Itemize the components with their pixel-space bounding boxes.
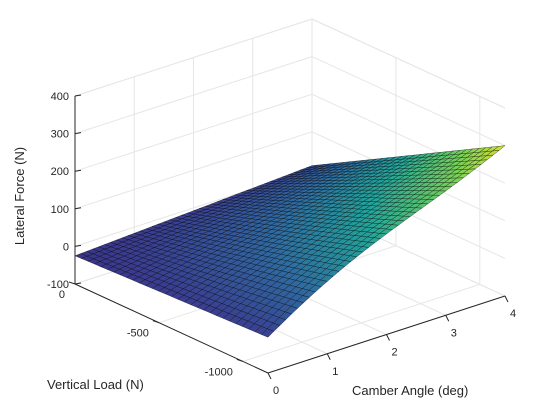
- grid-line: [311, 56, 506, 147]
- z-axis-ticks: -100 0 100 200 300 400: [47, 91, 82, 291]
- x-tick-label: 4: [510, 308, 516, 320]
- z-tick-mark: [74, 132, 82, 135]
- x-tick-mark: [267, 372, 272, 380]
- z-tick-label: 0: [63, 241, 69, 253]
- z-tick-label: -100: [47, 279, 69, 291]
- grid-line: [311, 18, 506, 109]
- y-axis-ticks: 0 -500 -1000: [59, 281, 243, 378]
- x-tick-mark: [326, 353, 331, 360]
- grid-line: [74, 18, 313, 97]
- x-tick-mark: [504, 295, 509, 303]
- z-tick-mark: [74, 244, 82, 247]
- x-tick-label: 1: [332, 366, 338, 378]
- y-tick-label: -500: [127, 328, 149, 340]
- z-tick-mark: [74, 282, 82, 285]
- z-tick-mark: [74, 169, 82, 172]
- y-tick-label: 0: [59, 289, 65, 301]
- surface-patch: [492, 145, 506, 152]
- z-tick-label: 300: [51, 129, 69, 141]
- grid-line: [242, 283, 480, 362]
- y-tick-mark: [68, 281, 76, 285]
- x-axis-label: Camber Angle (deg): [352, 383, 468, 398]
- z-tick-mark: [74, 94, 82, 97]
- z-tick-label: 100: [51, 204, 69, 216]
- y-tick-mark: [152, 320, 160, 324]
- z-tick-label: 200: [51, 166, 69, 178]
- x-tick-label: 0: [273, 385, 279, 397]
- x-tick-label: 2: [391, 347, 397, 359]
- z-tick-label: 400: [51, 91, 69, 103]
- surface-plot: [74, 145, 506, 338]
- x-tick-label: 3: [451, 327, 457, 339]
- y-tick-mark: [236, 358, 243, 362]
- z-axis-label: Lateral Force (N): [12, 147, 27, 245]
- y-tick-label: -1000: [205, 366, 233, 378]
- x-tick-mark: [445, 315, 450, 322]
- x-axis-ticks: 0 1 2 3 4: [267, 295, 516, 397]
- x-tick-mark: [386, 334, 390, 341]
- z-tick-mark: [74, 207, 82, 210]
- y-axis-line: [74, 283, 269, 374]
- y-axis-label: Vertical Load (N): [47, 377, 144, 392]
